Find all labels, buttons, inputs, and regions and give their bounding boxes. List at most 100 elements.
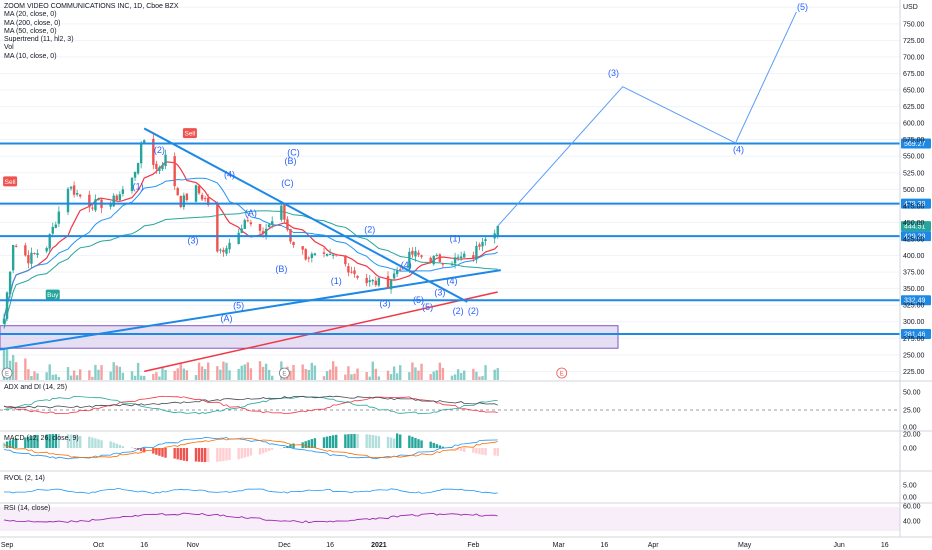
trend-line-up [0,269,501,351]
candle-body [45,247,48,252]
volume-bar [389,374,393,380]
macd-bar [66,434,70,448]
macd-bar [368,434,371,448]
wave-label: (B) [275,264,287,274]
y-tick-label: 725.00 [903,38,925,45]
candle-body [237,232,240,245]
rsi-label[interactable]: RSI (14, close) [4,505,51,512]
candle-body [72,185,76,195]
macd-bar [456,448,460,450]
macd-bar [115,443,118,448]
volume-bar [481,376,484,380]
macd-bar [36,434,39,448]
indicator-vol[interactable]: Vol [4,44,14,52]
x-tick-label: Dec [278,542,291,549]
volume-bar [237,369,240,380]
volume-bar [130,371,134,380]
volume-bar [368,376,371,380]
macd-bar [155,448,158,455]
signal-tag [182,128,197,139]
indicator-ma20[interactable]: MA (20, close, 0) [4,11,57,19]
volume-bar [161,367,164,380]
y-tick-label: 225.00 [903,369,925,376]
macd-bar [347,434,350,448]
indicator-ma200[interactable]: MA (200, close, 0) [4,19,61,27]
level-tag-label: 478.38 [904,201,926,208]
currency-label: USD [903,4,918,11]
candle-body [57,211,61,224]
horizontal-levels[interactable]: 569.27 478.38 444.51 429.29 332.49 281.46 [0,138,931,340]
volume-bar [472,368,475,380]
y-tick-label: 525.00 [903,170,925,177]
candle-body [246,220,250,222]
macd-bar [203,448,207,462]
volume-bar [399,365,402,380]
candle-body [139,144,143,164]
candle-body [267,224,271,228]
symbol-title: ZOOM VIDEO COMMUNICATIONS INC, 1D, Cboe … [4,3,179,10]
macd-bar [301,442,304,448]
volume-bar [304,368,307,380]
macd-bar [335,434,338,448]
macd-bar [371,434,374,448]
candle-body [389,280,393,290]
wave-projection[interactable] [497,11,797,227]
earnings-marker [278,367,290,379]
macd-bar [219,448,222,462]
wave-label: (4) [447,276,458,286]
candle-body [75,193,79,195]
volume-bar [350,374,353,380]
indicator-ma10[interactable]: MA (10, close, 0) [4,52,57,60]
adx-label[interactable]: ADX and DI (14, 25) [4,384,68,391]
wave-label: (A) [220,314,232,324]
volume-bar [371,361,374,380]
candle-body [408,251,411,269]
volume-bar [313,365,317,380]
volume-bar [33,371,36,380]
macd-bar [350,434,353,448]
rsi-line [3,512,498,524]
candle-body [429,257,432,263]
rvol-label[interactable]: RVOL (2, 14) [4,475,45,482]
candle-body [36,253,39,255]
volume-bar [216,366,219,380]
macd-bar [420,440,423,448]
volume-bar [139,375,143,380]
candle-body [356,275,359,278]
y-tick-label: 300.00 [903,319,925,326]
candle-body [365,277,368,284]
candle-body [335,254,338,256]
pane-tick-label: 0.00 [903,425,917,432]
volume-bar [48,364,51,380]
earnings-label: E [5,371,9,377]
candle-body [54,224,58,228]
macd-bar [109,441,112,448]
macd-bar [463,448,466,452]
volume-bar [301,364,304,380]
candle-body [475,245,478,260]
pane-tick-label: 0.00 [903,446,917,453]
candle-body [200,194,204,200]
y-tick-label: 700.00 [903,54,925,61]
indicator-ma50[interactable]: MA (50, close, 0) [4,27,57,35]
volume-bar [411,362,414,380]
macd-bar [69,434,73,448]
grid [0,6,900,372]
candle-body [292,241,295,246]
macd-label[interactable]: MACD (12, 26, close, 9) [4,435,79,442]
candle-body [368,280,371,283]
candle-body [280,205,283,220]
macd-bar [264,448,268,453]
macd-bar [417,439,420,448]
candle-body [66,188,70,213]
indicator-supertrend[interactable]: Supertrend (11, hl2, 3) [4,36,74,44]
volume-bar [450,375,454,380]
y-tick-label: 375.00 [903,270,925,277]
volume-bar [353,373,356,380]
candle-body [219,249,222,251]
candle-body [176,188,179,196]
candle-body [8,271,12,295]
candle-body [216,203,219,252]
signal-tag-label: Sell [5,179,16,186]
